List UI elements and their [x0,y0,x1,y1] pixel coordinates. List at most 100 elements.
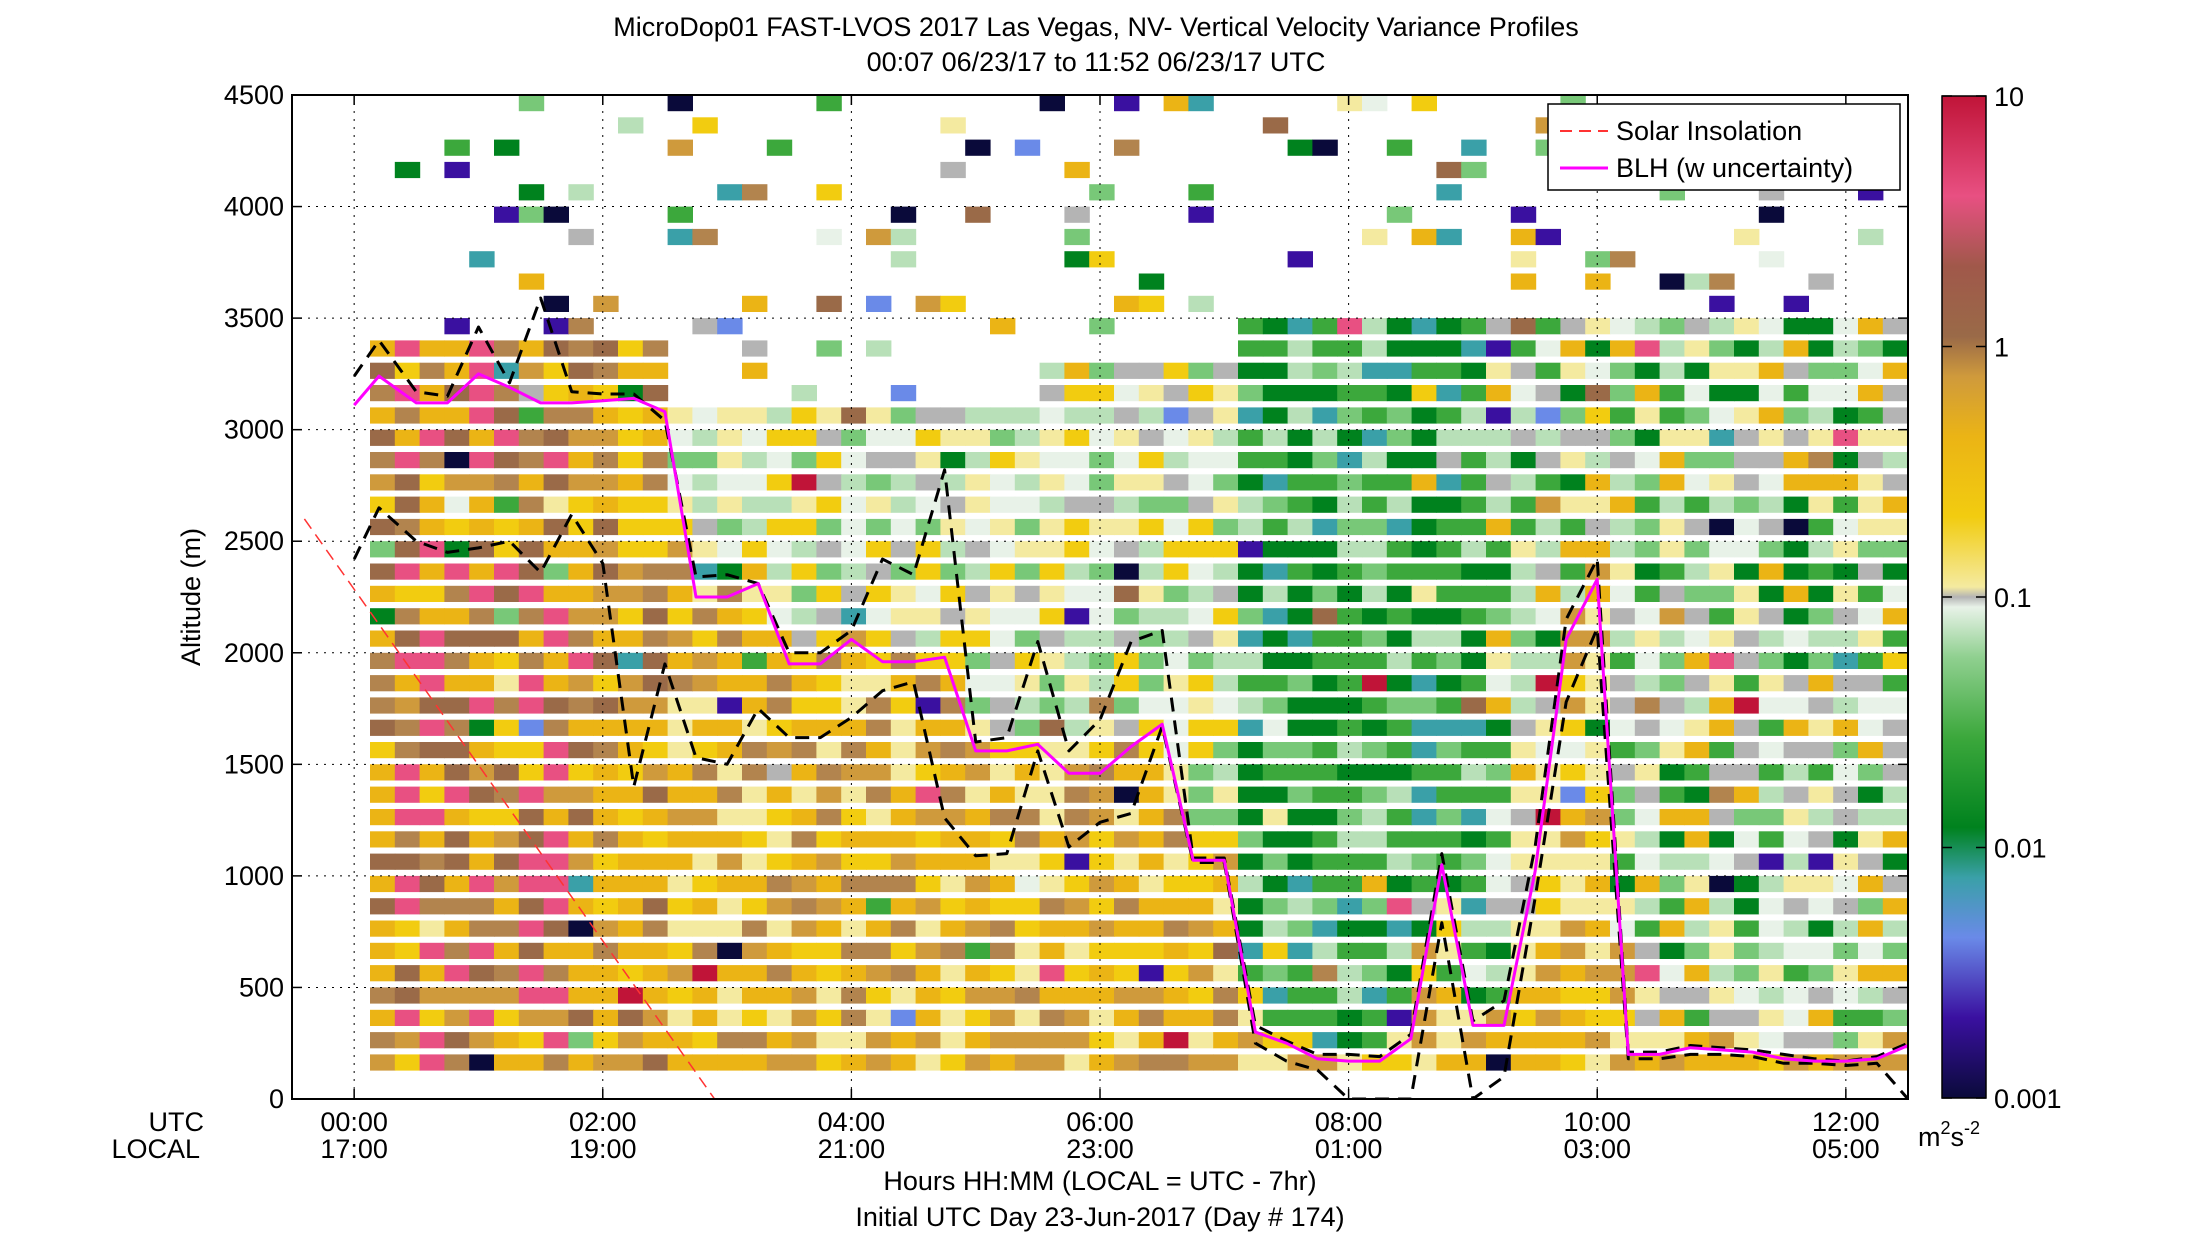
heatmap-cell [1808,697,1834,714]
heatmap-cell [990,429,1016,446]
heatmap-cell [1411,608,1437,625]
heatmap-cell [766,697,793,714]
heatmap-cell [1163,585,1189,602]
heatmap-cell [1114,407,1140,424]
heatmap-cell [593,362,619,379]
heatmap-cell [642,875,669,893]
heatmap-cell [1188,831,1214,848]
heatmap-cell [1560,452,1586,469]
heatmap-cell [791,541,817,558]
heatmap-cell [1362,318,1388,335]
heatmap-cell [1585,429,1611,446]
heatmap-cell [1882,608,1908,625]
heatmap-cell [1188,875,1214,893]
heatmap-cell [1833,742,1859,759]
heatmap-cell [370,630,396,647]
heatmap-cell [1758,407,1785,424]
heatmap-cell [394,965,421,982]
heatmap-cell [419,429,445,446]
x-tick-label-local: 17:00 [320,1134,388,1164]
heatmap-cell [1659,831,1685,848]
heatmap-cell [816,809,842,826]
heatmap-cell [1064,474,1090,491]
heatmap-cell [1014,965,1041,982]
heatmap-cell [1262,630,1289,647]
heatmap-cell [469,1054,495,1071]
heatmap-cell [1163,853,1189,870]
heatmap-cell [618,920,644,937]
heatmap-cell [1585,474,1611,491]
heatmap-cell [642,898,669,915]
heatmap-cell [518,942,545,959]
heatmap-cell [1238,853,1264,870]
heatmap-cell [419,340,445,357]
heatmap-cell [1436,340,1462,357]
chart-subtitle: 00:07 06/23/17 to 11:52 06/23/17 UTC [867,47,1326,77]
heatmap-cell [1287,340,1313,357]
heatmap-cell [1808,385,1834,402]
heatmap-cell [370,1054,396,1071]
heatmap-cell [469,853,495,870]
heatmap-cell [1337,362,1363,379]
heatmap-cell [1858,742,1884,759]
heatmap-cell [1560,407,1586,424]
heatmap-cell [1758,630,1785,647]
heatmap-cell [1684,719,1710,736]
heatmap-cell [1808,563,1834,580]
heatmap-cell [1734,675,1760,692]
heatmap-cell [1436,987,1462,1004]
heatmap-cell [444,1009,470,1026]
heatmap-cell [990,831,1016,848]
heatmap-cell [1610,407,1636,424]
heatmap-cell [1238,1009,1264,1026]
heatmap-cell [1188,652,1214,669]
heatmap-cell [866,1009,892,1026]
heatmap-cell [1858,809,1884,826]
heatmap-cell [1287,875,1313,893]
heatmap-cell [841,831,867,848]
heatmap-cell [990,965,1016,982]
heatmap-cell [1560,563,1586,580]
heatmap-cell [1610,518,1636,536]
heatmap-cell [866,898,892,915]
heatmap-cell [1808,496,1834,513]
heatmap-cell [419,853,445,870]
heatmap-cell [1114,585,1140,602]
heatmap-cell [518,697,545,714]
heatmap-cell [1510,831,1537,848]
heatmap-cell [717,1032,743,1049]
heatmap-cell [1684,1009,1710,1026]
heatmap-cell [1337,719,1363,736]
heatmap-cell [1337,385,1363,402]
heatmap-cell [1386,608,1413,625]
heatmap-cell [1287,898,1313,915]
blh-upper-uncertainty-line [352,296,1908,1063]
heatmap-cell [1833,786,1859,803]
heatmap-cell [717,965,743,982]
heatmap-cell [890,1009,917,1026]
heatmap-cell [1014,407,1041,424]
heatmap-cell [1064,161,1090,179]
heatmap-cell [1882,407,1908,424]
heatmap-cell [1337,898,1363,915]
heatmap-cell [1882,541,1908,558]
heatmap-cell [940,875,966,893]
heatmap-cell [1312,965,1338,982]
heatmap-cell [1039,875,1065,893]
heatmap-cell [1213,831,1239,848]
heatmap-cell [791,407,817,424]
heatmap-cell [518,407,545,424]
heatmap-cell [667,898,693,915]
heatmap-cell [518,362,545,379]
heatmap-cell [1585,764,1611,781]
heatmap-cell [568,407,594,424]
heatmap-cell [469,965,495,982]
heatmap-cell [816,920,842,937]
heatmap-cell [1362,965,1388,982]
heatmap-cell [667,630,693,647]
legend-label-blh: BLH (w uncertainty) [1616,153,1853,183]
heatmap-cell [1659,541,1685,558]
heatmap-cell [568,385,594,402]
heatmap-cell [394,407,421,424]
